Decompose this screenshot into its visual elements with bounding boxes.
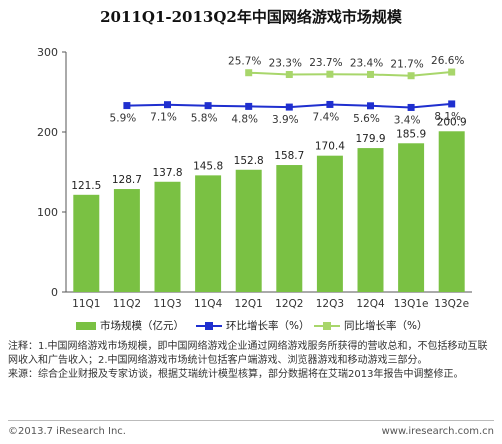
x-tick-label: 13Q2e (434, 298, 469, 310)
legend-label-yoy: 同比增长率（%） (344, 320, 428, 332)
legend-item-market-size: 市场规模（亿元） (76, 318, 184, 333)
x-tick-label: 11Q2 (113, 298, 141, 310)
note-definition: 注释：1.中国网络游戏市场规模，即中国网络游戏企业通过网络游戏服务所获得的营收总… (8, 341, 488, 366)
bar-value-label: 185.9 (396, 128, 426, 140)
yoy-value-label: 23.3% (269, 58, 302, 70)
bar-value-label: 145.8 (193, 160, 223, 172)
bar (113, 189, 140, 292)
bar (398, 143, 425, 292)
bar (316, 155, 343, 292)
y-tick-label: 300 (37, 46, 58, 59)
bar (73, 194, 100, 292)
bar (357, 148, 384, 292)
x-tick-label: 11Q3 (153, 298, 181, 310)
yoy-point (326, 70, 334, 78)
bar-value-label: 158.7 (274, 150, 304, 162)
legend-swatch-bar (76, 321, 96, 330)
mom-point (245, 102, 253, 110)
yoy-point (448, 68, 456, 76)
legend-swatch-mom (196, 321, 222, 331)
yoy-point (367, 70, 374, 78)
legend-label-mom: 环比增长率（%） (226, 320, 310, 332)
yoy-value-label: 25.7% (228, 56, 261, 68)
bar-value-label: 179.9 (355, 133, 385, 145)
mom-point (367, 102, 374, 110)
x-tick-label: 11Q4 (194, 298, 223, 310)
legend-swatch-yoy (314, 321, 340, 331)
bar-value-label: 137.8 (152, 167, 182, 179)
bar (438, 131, 465, 292)
yoy-value-label: 26.6% (431, 55, 464, 67)
legend-item-yoy: 同比增长率（%） (314, 318, 427, 333)
yoy-point (407, 72, 415, 80)
mom-point (123, 102, 131, 110)
y-tick-label: 200 (37, 126, 58, 139)
copyright: ©2013.7 iResearch Inc. (8, 426, 126, 437)
mom-value-label: 3.9% (272, 114, 299, 126)
bar-value-label: 200.9 (437, 116, 467, 128)
mom-value-label: 8.1% (434, 111, 461, 123)
x-tick-label: 12Q4 (356, 298, 385, 310)
mom-value-label: 3.4% (394, 114, 421, 126)
mom-point (285, 103, 293, 111)
yoy-value-label: 23.4% (350, 57, 383, 69)
yoy-line (248, 71, 452, 77)
x-tick-label: 12Q1 (235, 298, 263, 310)
x-tick-label: 11Q1 (72, 298, 100, 310)
yoy-value-label: 21.7% (390, 59, 423, 71)
mom-point (407, 103, 415, 111)
mom-value-label: 5.9% (110, 113, 137, 125)
notes: 注释：1.中国网络游戏市场规模，即中国网络游戏企业通过网络游戏服务所获得的营收总… (8, 340, 496, 382)
chart-title: 2011Q1-2013Q2年中国网络游戏市场规模 (100, 8, 402, 26)
bar (235, 169, 262, 292)
x-tick-label: 12Q3 (316, 298, 344, 310)
chart-area: 0 100 200 300 121.5 128.7 137.8 145.8 152.8 158.7… (37, 46, 472, 310)
mom-point (326, 100, 334, 108)
mom-value-label: 5.8% (191, 113, 218, 125)
bar-value-label: 170.4 (315, 141, 345, 153)
y-tick-label: 0 (51, 286, 58, 299)
bar (154, 181, 181, 292)
footer-divider (8, 420, 494, 421)
mom-point (164, 101, 171, 109)
x-tick-label: 12Q2 (275, 298, 303, 310)
bar (276, 165, 303, 292)
website-link[interactable]: www.iresearch.com.cn (381, 426, 494, 437)
note-source: 来源：综合企业财报及专家访谈，根据艾瑞统计模型核算，部分数据将在艾瑞2013年报… (8, 369, 464, 380)
mom-value-label: 4.8% (231, 113, 258, 125)
bar (195, 175, 222, 292)
mom-value-label: 7.4% (313, 111, 340, 123)
mom-value-label: 7.1% (150, 112, 177, 124)
bar-value-label: 121.5 (71, 180, 101, 192)
legend-item-mom: 环比增长率（%） (196, 318, 309, 333)
mom-value-label: 5.6% (353, 113, 380, 125)
yoy-value-label: 23.7% (309, 57, 342, 69)
y-tick-label: 100 (37, 206, 58, 219)
legend: 市场规模（亿元） 环比增长率（%） 同比增长率（%） (0, 318, 502, 334)
mom-point (448, 100, 456, 108)
bar-value-label: 152.8 (234, 155, 264, 167)
x-tick-label: 13Q1e (394, 298, 429, 310)
legend-label-market-size: 市场规模（亿元） (100, 320, 184, 332)
yoy-point (285, 71, 293, 79)
mom-point (204, 102, 212, 110)
yoy-point (245, 69, 253, 77)
bar-value-label: 128.7 (112, 174, 142, 186)
